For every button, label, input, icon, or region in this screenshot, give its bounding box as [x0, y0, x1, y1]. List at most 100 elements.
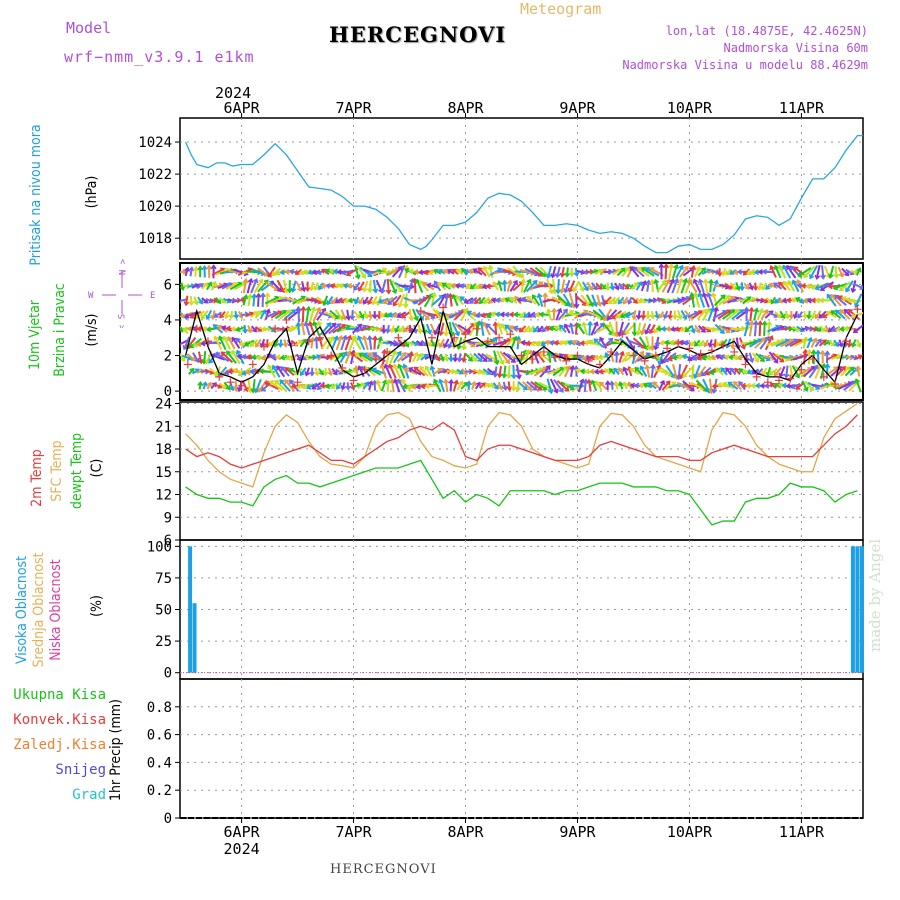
wind-arrow — [552, 278, 556, 294]
wind-arrow-head — [184, 313, 190, 319]
panel-frame — [179, 401, 864, 541]
wind-arrow-head — [520, 339, 526, 346]
wind-arrow-head — [250, 354, 256, 361]
wind-arrow-head — [774, 298, 780, 304]
wind-arrow-head — [367, 272, 373, 278]
wind-arrow — [537, 293, 544, 307]
wind-arrow-head — [704, 370, 710, 376]
wind-arrow-head — [201, 264, 208, 270]
wind-arrow-head — [514, 295, 520, 301]
panel-precipitation: 00.20.40.60.8 — [147, 678, 864, 827]
wind-arrow — [854, 293, 863, 308]
wind-arrow — [300, 322, 306, 336]
wind-arrow-head — [826, 310, 832, 316]
wind-arrow — [186, 382, 188, 390]
wind-arrow — [376, 380, 383, 392]
lonlat-label: lon,lat (18.4875E, 42.4625N) — [665, 24, 868, 38]
wind-arrow-head — [806, 297, 812, 304]
wind-arrow-head — [235, 337, 241, 343]
wind-arrow-head — [418, 341, 424, 346]
wind-arrow-head — [667, 314, 674, 320]
wind-arrow-head — [233, 314, 240, 320]
wind-arrow-head — [285, 355, 291, 361]
wind-arrow-head — [298, 339, 304, 345]
wind-arrow-head — [429, 365, 436, 371]
wind-arrow — [704, 279, 709, 293]
wind-arrow-head — [255, 342, 260, 348]
wind-arrow — [694, 266, 701, 278]
wind-arrow — [648, 382, 657, 390]
wind-arrow — [367, 352, 382, 363]
wind-arrow — [815, 264, 821, 279]
wind-arrow-head — [595, 380, 600, 386]
wind-arrow-head — [263, 381, 270, 387]
wind-arrow — [737, 354, 747, 360]
wind-arrow — [830, 366, 842, 377]
wind-arrow — [474, 296, 482, 304]
wind-arrow — [677, 310, 682, 320]
wind-arrow-head — [243, 386, 249, 393]
wind-arrow — [231, 350, 241, 365]
wind-arrow — [531, 340, 541, 346]
wind-arrow — [797, 267, 812, 277]
wind-arrow — [310, 337, 314, 349]
wind-arrow — [254, 379, 262, 393]
wind-arrow-head — [267, 364, 273, 370]
wind-arrow — [531, 294, 541, 306]
wind-arrow — [649, 324, 656, 334]
wind-arrow-head — [668, 263, 675, 269]
wind-arrow — [720, 367, 728, 376]
wind-arrow-head — [622, 299, 628, 305]
wind-arrow-head — [398, 327, 404, 333]
wind-arrow — [412, 297, 428, 304]
wind-arrow — [284, 367, 295, 376]
gust-marker — [607, 347, 616, 356]
wind-arrow-head — [629, 367, 635, 373]
wind-arrow-head — [843, 325, 849, 332]
wind-arrow-head — [620, 267, 626, 273]
wind-arrow — [274, 310, 287, 320]
wind-arrow — [412, 352, 419, 363]
wind-arrow-head — [644, 329, 650, 335]
wind-arrow-head — [519, 313, 525, 319]
wind-arrow — [321, 337, 330, 349]
wind-arrow-head — [322, 371, 329, 377]
wind-arrow-head — [789, 265, 795, 271]
wind-arrow-head — [798, 298, 805, 304]
wind-arrow-head — [662, 313, 669, 320]
wind-arrow-head — [330, 383, 336, 389]
wind-arrow — [229, 282, 243, 291]
wind-arrow-head — [534, 312, 541, 318]
wind-arrow-head — [232, 367, 238, 374]
wind-arrow — [702, 378, 711, 393]
wind-arrow-head — [824, 362, 831, 369]
wind-arrow-head — [392, 301, 398, 307]
wind-arrow — [529, 281, 543, 291]
wind-arrow — [504, 324, 514, 333]
wind-arrow — [661, 380, 671, 391]
wind-arrow-head — [773, 264, 780, 271]
wind-arrow-head — [627, 299, 633, 305]
gust-marker — [562, 356, 571, 365]
wind-arrow-head — [358, 352, 364, 358]
wind-arrow-head — [530, 340, 536, 347]
wind-arrow-head — [521, 349, 528, 355]
wind-arrow — [592, 322, 605, 335]
wind-arrow-head — [795, 385, 801, 390]
wind-arrow-head — [814, 297, 820, 304]
wind-arrow — [851, 311, 863, 319]
wind-arrow-head — [451, 344, 458, 350]
wind-arrow-head — [184, 382, 189, 386]
wind-arrow-head — [507, 279, 513, 285]
wind-arrow-head — [333, 335, 339, 341]
wind-arrow-head — [347, 297, 353, 304]
wind-arrow — [484, 353, 498, 362]
wind-arrow-head — [689, 386, 695, 392]
wind-arrow — [714, 323, 725, 334]
wind-arrow-head — [438, 378, 444, 384]
wind-arrow — [357, 336, 366, 351]
wind-arrow-head — [592, 285, 598, 291]
wind-arrow-head — [260, 355, 267, 361]
